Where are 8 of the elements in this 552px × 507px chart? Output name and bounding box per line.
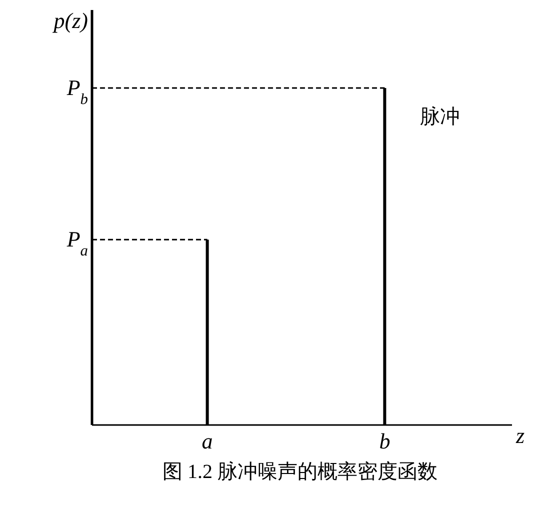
text: P$_{a}$ (66, 226, 88, 260)
y-axis-title: p(z) (52, 8, 88, 33)
x-tick-label: a (202, 428, 213, 454)
x-axis-title: z (515, 423, 525, 448)
text: P$_{b}$ (66, 75, 88, 108)
text: 图 1.2 脉冲噪声的概率密度函数 (162, 461, 438, 483)
annotation: 脉冲 (420, 106, 460, 128)
x-tick-label: b (379, 428, 390, 454)
